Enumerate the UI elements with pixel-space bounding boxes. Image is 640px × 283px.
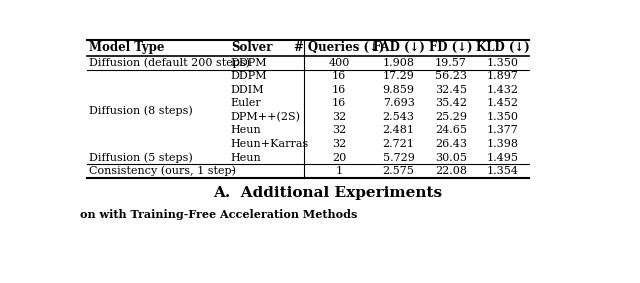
Text: Model Type: Model Type [90,41,165,54]
Text: 1.452: 1.452 [487,98,519,108]
Text: 2.543: 2.543 [383,112,415,122]
Text: 30.05: 30.05 [435,153,467,162]
Text: DDPM: DDPM [231,58,268,68]
Text: 32: 32 [332,139,346,149]
Text: 1.398: 1.398 [487,139,519,149]
Text: 2.721: 2.721 [383,139,415,149]
Text: Euler: Euler [231,98,262,108]
Text: DPM++(2S): DPM++(2S) [231,112,301,122]
Text: 20: 20 [332,153,346,162]
Text: 19.57: 19.57 [435,58,467,68]
Text: 17.29: 17.29 [383,71,415,82]
Text: 1.908: 1.908 [383,58,415,68]
Text: 1.354: 1.354 [487,166,519,176]
Text: 16: 16 [332,71,346,82]
Text: 1.432: 1.432 [487,85,519,95]
Text: 25.29: 25.29 [435,112,467,122]
Text: DDIM: DDIM [231,85,264,95]
Text: Heun: Heun [231,125,262,136]
Text: 32: 32 [332,112,346,122]
Text: 1.897: 1.897 [487,71,519,82]
Text: 56.23: 56.23 [435,71,467,82]
Text: 1: 1 [335,166,343,176]
Text: Diffusion (5 steps): Diffusion (5 steps) [90,152,193,163]
Text: FD (↓): FD (↓) [429,41,472,54]
Text: 400: 400 [328,58,350,68]
Text: 2.481: 2.481 [383,125,415,136]
Text: 24.65: 24.65 [435,125,467,136]
Text: 1.377: 1.377 [487,125,518,136]
Text: Heun: Heun [231,153,262,162]
Text: on with Training-Free Acceleration Methods: on with Training-Free Acceleration Metho… [80,209,357,220]
Text: 2.575: 2.575 [383,166,415,176]
Text: 1.495: 1.495 [487,153,519,162]
Text: 26.43: 26.43 [435,139,467,149]
Text: FAD (↓): FAD (↓) [372,41,424,54]
Text: 7.693: 7.693 [383,98,415,108]
Text: 32: 32 [332,125,346,136]
Text: # Queries (↓): # Queries (↓) [294,41,385,54]
Text: A.  Additional Experiments: A. Additional Experiments [213,186,443,200]
Text: Solver: Solver [231,41,272,54]
Text: 35.42: 35.42 [435,98,467,108]
Text: -: - [231,166,234,176]
Text: 1.350: 1.350 [487,58,519,68]
Text: Diffusion (8 steps): Diffusion (8 steps) [90,105,193,115]
Text: 5.729: 5.729 [383,153,415,162]
Text: 22.08: 22.08 [435,166,467,176]
Text: 32.45: 32.45 [435,85,467,95]
Text: KLD (↓): KLD (↓) [476,41,530,54]
Text: Consistency (ours, 1 step): Consistency (ours, 1 step) [90,166,236,176]
Text: 16: 16 [332,85,346,95]
Text: 16: 16 [332,98,346,108]
Text: 9.859: 9.859 [383,85,415,95]
Text: 1.350: 1.350 [487,112,519,122]
Text: Diffusion (default 200 steps): Diffusion (default 200 steps) [90,58,250,68]
Text: DDPM: DDPM [231,71,268,82]
Text: Heun+Karras: Heun+Karras [231,139,309,149]
